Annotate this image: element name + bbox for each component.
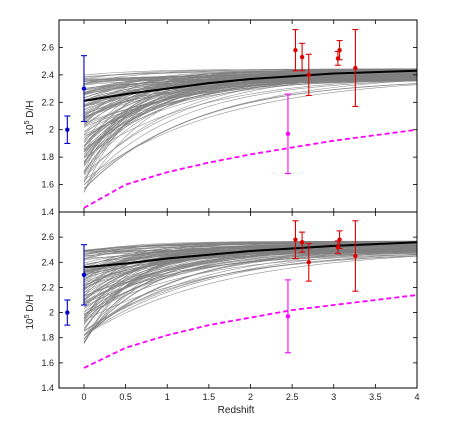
model-curve (83, 246, 417, 264)
best-fit-line (83, 241, 418, 269)
x-tick-label: 0 (81, 392, 86, 402)
data-point (305, 242, 312, 282)
model-curve (83, 242, 417, 260)
data-point (352, 29, 359, 107)
point-marker (65, 310, 70, 315)
data-point (299, 42, 306, 72)
model-curve (83, 251, 417, 300)
model-curve (83, 253, 418, 336)
model-curve (83, 251, 418, 339)
point-marker (353, 253, 358, 259)
bottom-panel-ylabel: 105 D/H (24, 294, 36, 329)
dashed-model-line (83, 128, 418, 209)
top-panel-ylabel: 105 D/H (24, 100, 36, 135)
x-axis-label: Redshift (218, 405, 255, 416)
y-tick-label: 2.2 (41, 97, 54, 107)
model-curve (83, 241, 417, 274)
model-curve (83, 73, 417, 84)
data-point (352, 220, 359, 292)
y-tick-label: 2 (49, 125, 54, 135)
model-curve (83, 249, 418, 300)
model-curve (83, 69, 417, 122)
model-curve (83, 255, 418, 336)
x-tick-label: 1 (165, 392, 170, 402)
x-tick-label: 4 (414, 392, 419, 402)
y-tick-label: 1.4 (41, 383, 54, 393)
point-marker (285, 314, 291, 319)
model-curve (83, 80, 418, 186)
y-tick-label: 1.6 (41, 180, 54, 190)
model-curve (83, 78, 418, 162)
data-point (64, 299, 71, 326)
data-point (292, 29, 299, 72)
x-tick-label: 1.5 (203, 392, 216, 402)
model-curve (83, 80, 418, 186)
point-marker (299, 239, 305, 245)
y-tick-label: 2.4 (41, 257, 54, 267)
model-curve (83, 253, 418, 308)
point-marker (353, 65, 358, 71)
point-marker (306, 72, 311, 78)
x-tick-label: 3.5 (369, 392, 382, 402)
model-curve (83, 255, 418, 322)
data-point (80, 244, 87, 306)
point-marker (285, 131, 291, 137)
x-tick-label: 2 (248, 392, 253, 402)
data-point (336, 40, 343, 61)
y-tick-label: 1.6 (41, 358, 54, 368)
y-tick-label: 1.8 (41, 333, 54, 343)
model-curve (83, 70, 418, 84)
point-marker (337, 47, 342, 53)
best-fit-line (83, 69, 418, 102)
bottom-panel: 105 D/H Redshift 1.4 1.6 1.8 2 2.2 2.4 2.6 0 0.5… (24, 211, 420, 416)
model-curve (83, 83, 418, 190)
model-curve-ensemble (83, 68, 418, 193)
point-marker (81, 272, 87, 278)
x-tick-label: 0.5 (119, 392, 132, 402)
y-tick-label: 2.6 (41, 232, 54, 242)
point-marker (65, 127, 70, 132)
model-curve (83, 80, 418, 126)
model-curve (83, 251, 418, 316)
point-marker (299, 54, 305, 60)
data-point (292, 220, 299, 260)
x-tick-label: 3 (331, 392, 336, 402)
data-point (284, 279, 291, 354)
plot-frame (58, 211, 418, 389)
point-marker (337, 237, 342, 242)
model-curve (83, 75, 418, 102)
model-curve (83, 240, 417, 252)
point-marker (293, 237, 298, 242)
model-curve (83, 84, 418, 181)
model-curve-ensemble (83, 240, 418, 345)
point-marker (306, 260, 311, 265)
y-tick-label: 2.2 (41, 282, 54, 292)
y-tick-label: 1.4 (41, 207, 54, 217)
model-curve (83, 250, 418, 336)
top-panel: 105 D/H 1.4 1.6 1.8 2 2.2 2.4 2.6 (24, 19, 418, 217)
data-point (80, 55, 87, 123)
y-tick-label: 2.4 (41, 70, 54, 80)
model-curve (83, 83, 418, 189)
data-point (284, 93, 291, 175)
point-marker (293, 47, 298, 53)
dashed-model-line (83, 294, 418, 369)
y-tick-label: 1.8 (41, 152, 54, 162)
data-point (305, 53, 312, 96)
data-point (299, 231, 306, 253)
model-curve (83, 241, 417, 260)
y-tick-label: 2 (49, 308, 54, 318)
model-curve (83, 79, 417, 183)
x-tick-label: 2.5 (286, 392, 299, 402)
model-curve (83, 251, 418, 275)
data-point (336, 230, 343, 250)
point-marker (81, 86, 87, 91)
data-point (64, 115, 71, 144)
y-tick-label: 2.6 (41, 42, 54, 52)
